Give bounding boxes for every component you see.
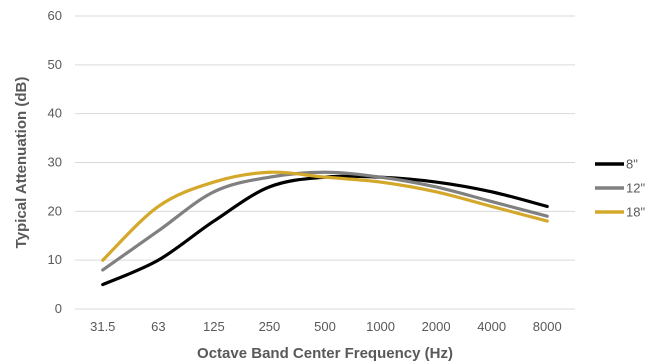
x-tick-label: 4000: [477, 319, 506, 334]
y-tick-label: 40: [48, 106, 62, 121]
y-tick-label: 20: [48, 203, 62, 218]
legend-label: 8": [626, 157, 638, 172]
legend: 8" 12" 18": [595, 157, 645, 220]
y-tick-label: 50: [48, 57, 62, 72]
series-line-2: [101, 170, 549, 262]
x-tick-label: 500: [314, 319, 336, 334]
y-tick-label: 60: [48, 8, 62, 23]
y-tick-label: 30: [48, 155, 62, 170]
x-tick-label: 2000: [422, 319, 451, 334]
x-tick-label: 1000: [366, 319, 395, 334]
y-axis-title: Typical Attenuation (dB): [13, 77, 30, 249]
series-line-1: [101, 170, 549, 272]
legend-label: 12": [626, 181, 645, 196]
y-tick-label: 0: [55, 301, 62, 316]
y-axis-ticks: 0 10 20 30 40 50 60: [48, 8, 62, 316]
x-tick-label: 250: [259, 319, 281, 334]
series-line-0: [101, 174, 549, 287]
x-axis-ticks: 31.5 63 125 250 500 1000 2000 4000 8000: [90, 319, 562, 334]
legend-label: 18": [626, 205, 645, 220]
series-lines: [101, 170, 549, 287]
y-tick-label: 10: [48, 252, 62, 267]
x-tick-label: 31.5: [90, 319, 115, 334]
x-tick-label: 63: [151, 319, 165, 334]
x-tick-label: 125: [203, 319, 225, 334]
x-tick-label: 8000: [533, 319, 562, 334]
x-axis-title: Octave Band Center Frequency (Hz): [197, 345, 453, 362]
